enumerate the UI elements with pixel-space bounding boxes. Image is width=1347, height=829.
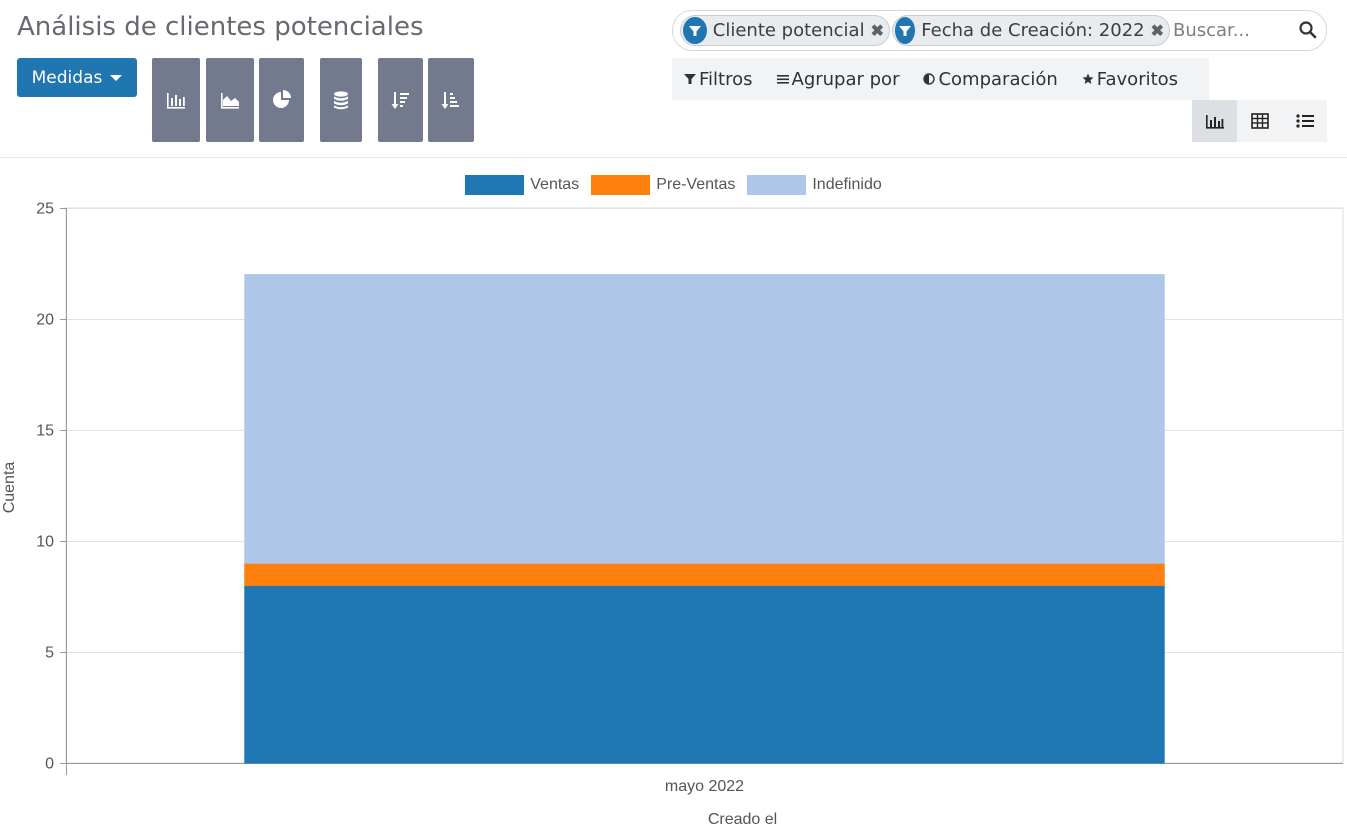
bar-segment xyxy=(244,584,1165,764)
search-facet[interactable]: Fecha de Creación: 2022 ✖ xyxy=(892,15,1170,46)
legend-label: Pre-Ventas xyxy=(656,176,736,193)
stacked-button[interactable] xyxy=(320,58,362,142)
search-options: Filtros Agrupar por Comparación Favorito… xyxy=(672,58,1209,100)
control-panel: Análisis de clientes potenciales Medidas xyxy=(0,0,1347,158)
group-by-dropdown[interactable]: Agrupar por xyxy=(776,68,900,90)
legend-item[interactable]: Ventas xyxy=(465,175,579,195)
favorites-dropdown[interactable]: Favoritos xyxy=(1082,69,1178,90)
y-tick-label: 0 xyxy=(45,756,54,773)
sort-descending-button[interactable] xyxy=(378,58,423,142)
comparison-dropdown[interactable]: Comparación xyxy=(923,68,1058,90)
pivot-view-button[interactable] xyxy=(1237,100,1282,142)
legend-swatch xyxy=(465,175,525,195)
page-title: Análisis de clientes potenciales xyxy=(17,12,424,42)
bars-icon xyxy=(776,75,789,84)
bar-chart-button[interactable] xyxy=(152,58,200,142)
group-by-label: Agrupar por xyxy=(791,68,900,90)
filter-icon xyxy=(684,74,696,84)
adjust-icon xyxy=(923,73,936,85)
sort-ascending-icon xyxy=(441,92,459,109)
close-icon[interactable]: ✖ xyxy=(1150,22,1164,40)
pie-chart-button[interactable] xyxy=(259,58,304,142)
y-tick-label: 5 xyxy=(45,645,54,662)
favorites-label: Favoritos xyxy=(1096,68,1179,90)
line-chart-button[interactable] xyxy=(206,58,254,142)
graph-view-button[interactable] xyxy=(1192,100,1237,142)
search-icon[interactable] xyxy=(1298,20,1318,40)
bar-chart-icon xyxy=(167,93,185,109)
sort-descending-icon xyxy=(391,92,409,109)
list-icon xyxy=(1295,114,1314,128)
x-tick-label: mayo 2022 xyxy=(665,778,744,795)
x-axis-title: Creado el xyxy=(708,811,777,828)
facet-label: Fecha de Creación: 2022 xyxy=(921,20,1145,41)
bar-chart-icon xyxy=(1205,115,1224,129)
search-facet[interactable]: Cliente potencial ✖ xyxy=(680,15,890,46)
bar-segment xyxy=(244,562,1165,586)
filters-dropdown[interactable]: Filtros xyxy=(684,69,753,90)
view-switcher xyxy=(1192,100,1327,142)
y-tick-label: 10 xyxy=(36,534,54,551)
caret-down-icon xyxy=(110,74,123,81)
legend-swatch xyxy=(591,175,651,195)
star-icon xyxy=(1082,73,1094,84)
measures-button[interactable]: Medidas xyxy=(17,58,137,97)
search-bar[interactable]: Cliente potencial ✖ Fecha de Creación: 2… xyxy=(672,10,1327,51)
measures-label: Medidas xyxy=(31,67,103,88)
y-tick-label: 20 xyxy=(36,312,54,329)
pie-chart-icon xyxy=(272,90,291,108)
y-axis-title: Cuenta xyxy=(1,462,18,514)
legend-item[interactable]: Indefinido xyxy=(747,175,882,195)
legend-swatch xyxy=(747,175,807,195)
y-tick-label: 25 xyxy=(36,201,54,218)
y-tick-label: 15 xyxy=(36,423,54,440)
bar-segment xyxy=(244,274,1165,564)
legend-label: Indefinido xyxy=(812,176,882,193)
facet-label: Cliente potencial xyxy=(712,20,865,41)
table-icon xyxy=(1250,113,1269,129)
search-input[interactable] xyxy=(1173,20,1293,41)
close-icon[interactable]: ✖ xyxy=(870,22,884,40)
filter-icon xyxy=(683,17,707,44)
sort-ascending-button[interactable] xyxy=(428,58,474,142)
filter-icon xyxy=(895,17,916,44)
chart-legend: Ventas Pre-Ventas Indefinido xyxy=(0,175,1347,195)
legend-label: Ventas xyxy=(530,176,580,193)
filters-label: Filtros xyxy=(699,68,753,90)
list-view-button[interactable] xyxy=(1282,100,1327,142)
database-icon xyxy=(334,91,348,110)
area-chart-icon xyxy=(221,93,239,109)
comparison-label: Comparación xyxy=(938,68,1058,90)
legend-item[interactable]: Pre-Ventas xyxy=(591,175,735,195)
